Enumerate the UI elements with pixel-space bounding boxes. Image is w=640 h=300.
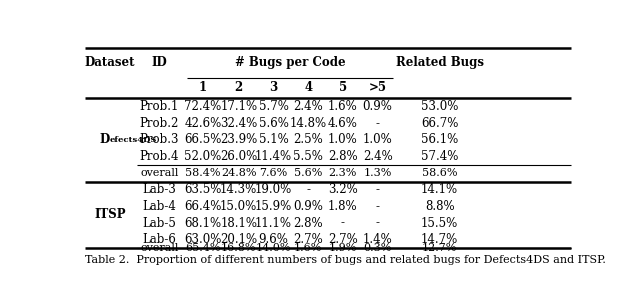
Text: 53.0%: 53.0% <box>421 100 458 113</box>
Text: -: - <box>376 217 380 230</box>
Text: 0.9%: 0.9% <box>363 100 392 113</box>
Text: 5.7%: 5.7% <box>259 100 289 113</box>
Text: # Bugs per Code: # Bugs per Code <box>235 56 346 69</box>
Text: 63.0%: 63.0% <box>184 233 221 246</box>
Text: 5.6%: 5.6% <box>294 168 323 178</box>
Text: 63.5%: 63.5% <box>184 183 221 196</box>
Text: 3: 3 <box>269 82 278 94</box>
Text: 2: 2 <box>235 82 243 94</box>
Text: 52.0%: 52.0% <box>184 150 221 163</box>
Text: 24.8%: 24.8% <box>221 168 257 178</box>
Text: 15.5%: 15.5% <box>421 217 458 230</box>
Text: Dataset: Dataset <box>84 56 135 69</box>
Text: 1.0%: 1.0% <box>363 134 392 146</box>
Text: 14.0%: 14.0% <box>256 243 291 253</box>
Text: D: D <box>99 134 110 146</box>
Text: efects4DS: efects4DS <box>110 136 157 144</box>
Text: Related Bugs: Related Bugs <box>396 56 484 69</box>
Text: 0.9%: 0.9% <box>293 200 323 213</box>
Text: 1.4%: 1.4% <box>363 233 392 246</box>
Text: 19.0%: 19.0% <box>255 183 292 196</box>
Text: 16.8%: 16.8% <box>221 243 257 253</box>
Text: Lab-5: Lab-5 <box>143 217 176 230</box>
Text: 0.3%: 0.3% <box>364 243 392 253</box>
Text: 5.5%: 5.5% <box>293 150 323 163</box>
Text: 4: 4 <box>304 82 312 94</box>
Text: 66.4%: 66.4% <box>184 200 221 213</box>
Text: 9.6%: 9.6% <box>259 233 289 246</box>
Text: 4.6%: 4.6% <box>328 117 358 130</box>
Text: 5.6%: 5.6% <box>259 117 289 130</box>
Text: -: - <box>376 117 380 130</box>
Text: -: - <box>376 183 380 196</box>
Text: 12.7%: 12.7% <box>422 243 458 253</box>
Text: overall: overall <box>140 243 179 253</box>
Text: 2.7%: 2.7% <box>328 233 358 246</box>
Text: -: - <box>341 217 345 230</box>
Text: 14.8%: 14.8% <box>289 117 327 130</box>
Text: 5.1%: 5.1% <box>259 134 288 146</box>
Text: 15.9%: 15.9% <box>255 200 292 213</box>
Text: overall: overall <box>140 168 179 178</box>
Text: 1: 1 <box>199 82 207 94</box>
Text: 17.1%: 17.1% <box>220 100 257 113</box>
Text: 2.3%: 2.3% <box>329 168 357 178</box>
Text: -: - <box>376 200 380 213</box>
Text: 65.4%: 65.4% <box>185 243 221 253</box>
Text: 2.4%: 2.4% <box>293 100 323 113</box>
Text: 18.1%: 18.1% <box>220 217 257 230</box>
Text: 15.0%: 15.0% <box>220 200 257 213</box>
Text: 68.1%: 68.1% <box>184 217 221 230</box>
Text: 56.1%: 56.1% <box>421 134 458 146</box>
Text: 2.7%: 2.7% <box>293 233 323 246</box>
Text: 72.4%: 72.4% <box>184 100 221 113</box>
Text: 66.5%: 66.5% <box>184 134 221 146</box>
Text: 58.4%: 58.4% <box>185 168 221 178</box>
Text: Prob.4: Prob.4 <box>140 150 179 163</box>
Text: 5: 5 <box>339 82 347 94</box>
Text: Prob.3: Prob.3 <box>140 134 179 146</box>
Text: 14.7%: 14.7% <box>421 233 458 246</box>
Text: ID: ID <box>152 56 167 69</box>
Text: 32.4%: 32.4% <box>220 117 257 130</box>
Text: >5: >5 <box>369 82 387 94</box>
Text: Lab-3: Lab-3 <box>143 183 176 196</box>
Text: Table 2.  Proportion of different numbers of bugs and related bugs for Defects4D: Table 2. Proportion of different numbers… <box>85 255 606 265</box>
Text: 1.6%: 1.6% <box>294 243 323 253</box>
Text: 1.0%: 1.0% <box>328 134 358 146</box>
Text: 1.6%: 1.6% <box>328 100 358 113</box>
Text: 20.1%: 20.1% <box>220 233 257 246</box>
Text: 1.8%: 1.8% <box>328 200 358 213</box>
Text: 2.4%: 2.4% <box>363 150 392 163</box>
Text: 57.4%: 57.4% <box>421 150 458 163</box>
Text: 26.0%: 26.0% <box>220 150 257 163</box>
Text: Lab-6: Lab-6 <box>143 233 176 246</box>
Text: Prob.2: Prob.2 <box>140 117 179 130</box>
Text: 8.8%: 8.8% <box>425 200 454 213</box>
Text: Lab-4: Lab-4 <box>143 200 176 213</box>
Text: 1.9%: 1.9% <box>329 243 357 253</box>
Text: 42.6%: 42.6% <box>184 117 221 130</box>
Text: 2.8%: 2.8% <box>328 150 358 163</box>
Text: -: - <box>306 183 310 196</box>
Text: ITSP: ITSP <box>94 208 125 221</box>
Text: 2.8%: 2.8% <box>293 217 323 230</box>
Text: 23.9%: 23.9% <box>220 134 257 146</box>
Text: 11.4%: 11.4% <box>255 150 292 163</box>
Text: 14.1%: 14.1% <box>421 183 458 196</box>
Text: 7.6%: 7.6% <box>259 168 287 178</box>
Text: 11.1%: 11.1% <box>255 217 292 230</box>
Text: Prob.1: Prob.1 <box>140 100 179 113</box>
Text: 66.7%: 66.7% <box>421 117 458 130</box>
Text: 58.6%: 58.6% <box>422 168 458 178</box>
Text: 2.5%: 2.5% <box>293 134 323 146</box>
Text: 14.3%: 14.3% <box>220 183 257 196</box>
Text: 3.2%: 3.2% <box>328 183 358 196</box>
Text: 1.3%: 1.3% <box>364 168 392 178</box>
